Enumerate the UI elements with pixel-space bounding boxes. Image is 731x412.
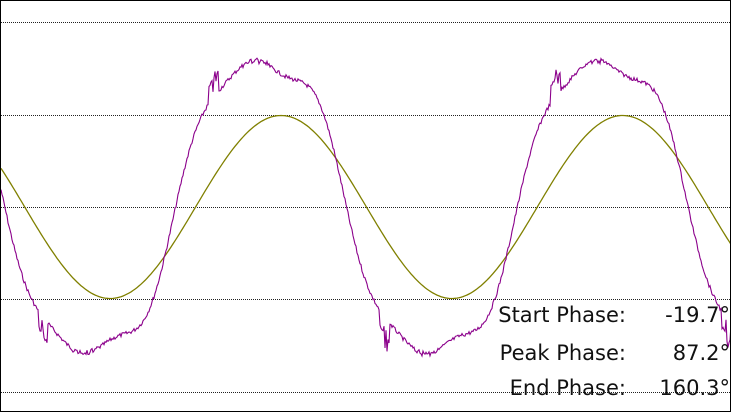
series-lines <box>1 57 730 358</box>
start-phase-label: Start Phase: <box>498 303 626 327</box>
end-phase-label: End Phase: <box>509 376 626 400</box>
start-phase-value: -19.7° <box>665 303 730 327</box>
end-phase-value: 160.3° <box>659 376 730 400</box>
peak-phase-label: Peak Phase: <box>499 341 626 365</box>
end-phase-readout: End Phase: 160.3° <box>510 376 730 400</box>
reference-sine-line <box>1 114 730 300</box>
distorted-waveform-line <box>1 57 730 358</box>
peak-phase-value: 87.2° <box>672 341 730 365</box>
start-phase-readout: Start Phase: -19.7° <box>498 303 730 327</box>
peak-phase-readout: Peak Phase: 87.2° <box>500 341 730 365</box>
